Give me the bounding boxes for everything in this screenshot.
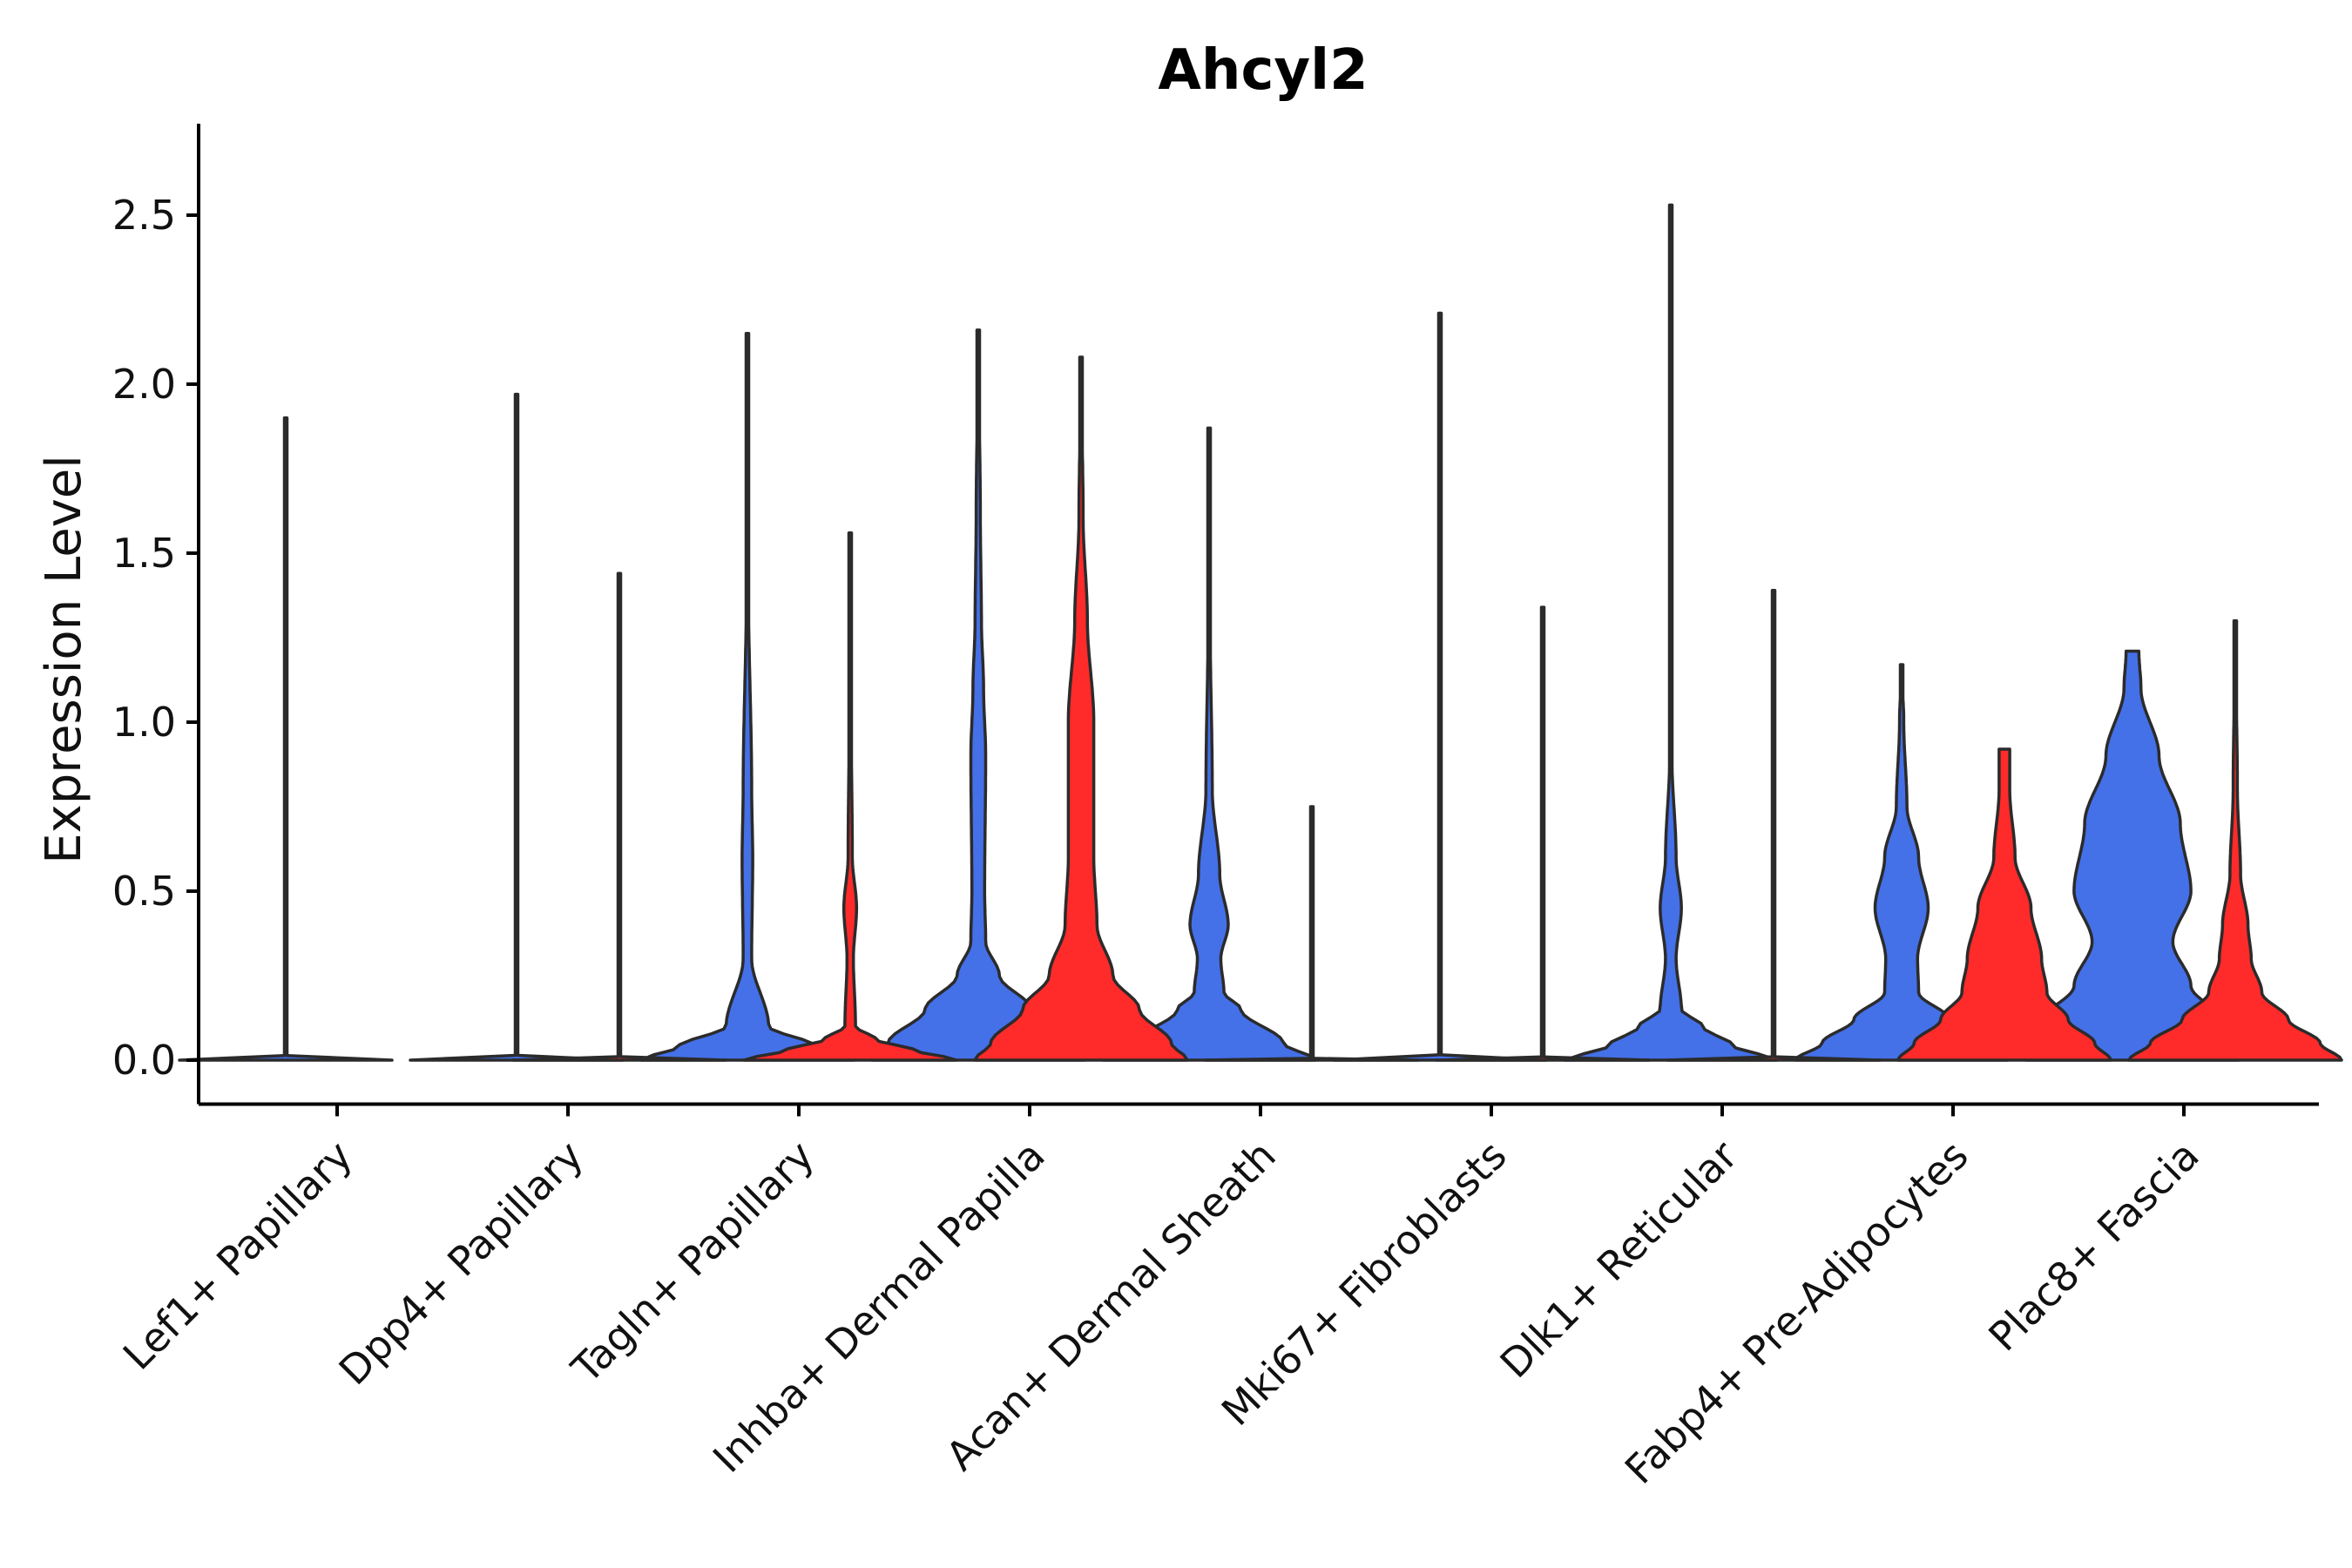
violin-inhba-dermal-papilla-group1 (870, 328, 1086, 1062)
y-tick-label: 2.0 (112, 361, 176, 408)
x-tick-label-tagln-papillary: Tagln+ Papillary (562, 1132, 823, 1393)
violin-dlk1-reticular-group2 (1666, 588, 1882, 1062)
y-axis: 0.0 0.5 1.0 1.5 2.0 2.5 (112, 124, 200, 1105)
x-tick-label-dlk1-reticular: Dlk1+ Reticular (1491, 1132, 1747, 1387)
violin-fabp4-pre-adipocytes-group1 (1794, 663, 2010, 1062)
x-tick-label-lef1-papillary: Lef1+ Papillary (114, 1132, 362, 1379)
violin-plac8-fascia-group1 (2024, 649, 2240, 1062)
violin-fabp4-pre-adipocytes-group2 (1896, 747, 2112, 1062)
violin-tagln-papillary-group1 (639, 332, 855, 1062)
violin-mki67-fibroblasts-group1 (1332, 311, 1548, 1062)
x-tick-label-plac8-fascia: Plac8+ Fascia (1979, 1132, 2207, 1360)
violin-acan-dermal-sheath-group2 (1204, 805, 1420, 1062)
violin-mki67-fibroblasts-group2 (1435, 605, 1651, 1062)
y-axis-label: Expression Level (36, 455, 92, 864)
violin-plac8-fascia-group2 (2127, 618, 2343, 1062)
violin-tagln-papillary-group2 (742, 531, 958, 1062)
violin-inhba-dermal-papilla-group2 (973, 355, 1189, 1062)
chart-title: Ahcyl2 (1158, 38, 1368, 103)
y-tick-label: 2.5 (112, 192, 176, 239)
violin-group (178, 203, 2343, 1062)
y-tick-label: 1.5 (112, 530, 176, 577)
x-tick-label-dpp4-papillary: Dpp4+ Papillary (330, 1132, 592, 1394)
violin-dlk1-reticular-group1 (1563, 203, 1779, 1062)
violin-acan-dermal-sheath-group1 (1101, 426, 1317, 1062)
violin-dpp4-papillary-group1 (409, 392, 625, 1062)
y-tick-label: 0.5 (112, 868, 176, 915)
y-tick-label: 1.0 (112, 699, 176, 746)
y-tick-label: 0.0 (112, 1037, 176, 1084)
violin-lef1-papillary-group1 (178, 416, 394, 1062)
violin-dpp4-papillary-group2 (511, 571, 727, 1062)
